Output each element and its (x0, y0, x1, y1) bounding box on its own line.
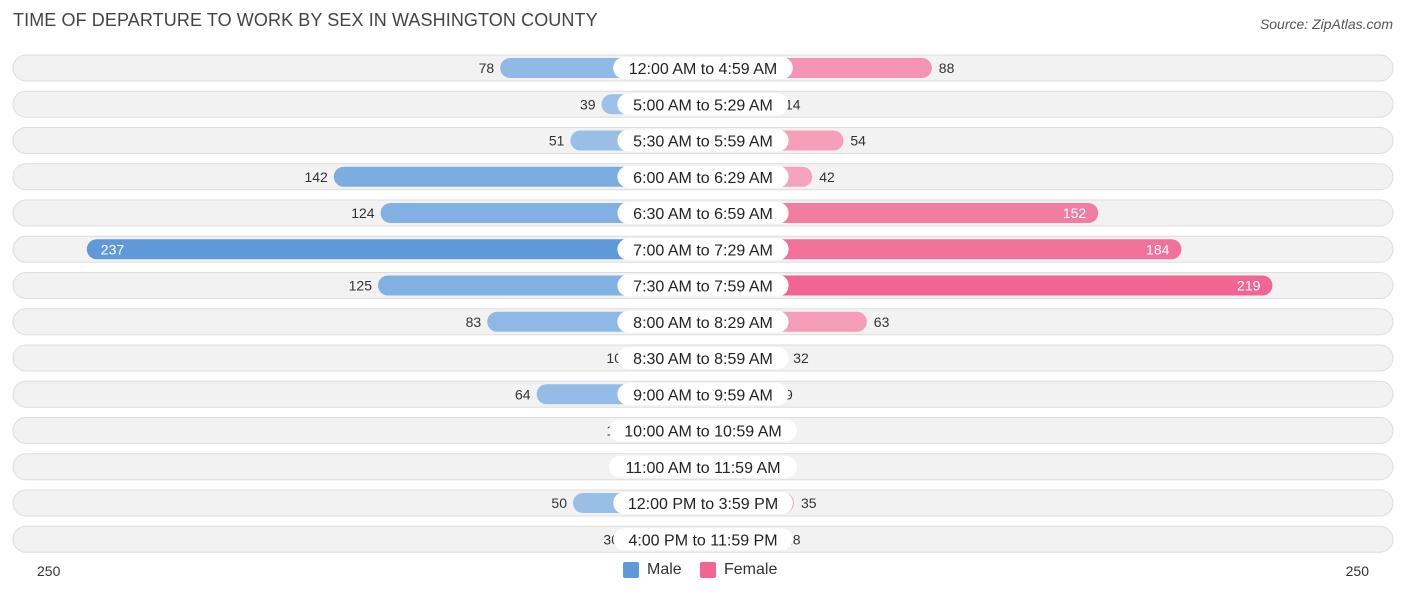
value-label-male: 124 (351, 205, 375, 221)
legend-item-female[interactable]: Female (700, 561, 777, 579)
category-label: 11:00 AM to 11:59 AM (625, 460, 780, 477)
legend-swatch-male (623, 562, 639, 578)
value-label-male: 39 (580, 96, 596, 112)
category-pill (617, 202, 789, 224)
value-label-male: 50 (551, 495, 567, 511)
category-pill (613, 57, 793, 79)
value-label-female: 219 (1237, 278, 1261, 294)
bar-female[interactable] (703, 275, 1273, 296)
category-pill (613, 528, 793, 551)
bar-male[interactable] (333, 166, 703, 187)
value-label-female: 88 (939, 60, 955, 76)
category-label: 12:00 AM to 4:59 AM (629, 61, 778, 78)
value-label-female: 14 (785, 96, 801, 112)
category-label: 10:00 AM to 10:59 AM (624, 424, 781, 441)
legend: Male Female (0, 561, 1406, 581)
category-label: 5:30 AM to 5:59 AM (633, 134, 773, 151)
category-pill (613, 492, 793, 514)
category-label: 5:00 AM to 5:29 AM (633, 97, 773, 114)
value-label-female: 9 (785, 386, 793, 402)
value-label-female: 35 (801, 495, 817, 511)
legend-item-male[interactable]: Male (623, 561, 682, 579)
category-pill (617, 347, 789, 369)
value-label-female: 54 (850, 133, 866, 149)
value-label-male: 237 (101, 241, 125, 257)
category-label: 9:00 AM to 9:59 AM (633, 387, 773, 404)
bar-male[interactable] (86, 239, 704, 260)
category-label: 7:00 AM to 7:29 AM (633, 242, 773, 259)
category-pill (617, 93, 789, 116)
source-label: Source: ZipAtlas.com (1259, 16, 1393, 32)
category-pill (609, 419, 797, 442)
value-label-male: 125 (349, 278, 373, 294)
value-label-male: 83 (466, 314, 482, 330)
legend-label-male: Male (647, 561, 682, 578)
category-pill (617, 129, 789, 152)
category-pill (617, 274, 789, 297)
value-label-male: 142 (304, 169, 328, 185)
category-pill (617, 165, 789, 188)
value-label-female: 184 (1146, 241, 1170, 257)
category-pill (617, 238, 789, 261)
category-label: 4:00 PM to 11:59 PM (628, 532, 777, 549)
category-pill (617, 310, 789, 333)
value-label-female: 152 (1063, 205, 1087, 221)
value-label-male: 78 (479, 60, 495, 76)
value-label-female: 42 (819, 169, 835, 185)
value-label-female: 32 (793, 350, 809, 366)
category-label: 7:30 AM to 7:59 AM (633, 279, 773, 296)
category-label: 8:30 AM to 8:59 AM (633, 351, 773, 368)
value-label-male: 51 (549, 133, 565, 149)
category-pill (609, 455, 797, 478)
bar-female[interactable] (703, 239, 1182, 260)
value-label-male: 64 (515, 386, 531, 402)
axis-label-right: 250 (1346, 563, 1370, 579)
legend-label-female: Female (724, 561, 778, 578)
category-label: 6:00 AM to 6:29 AM (633, 170, 773, 187)
chart-title: TIME OF DEPARTURE TO WORK BY SEX IN WASH… (13, 10, 598, 30)
category-label: 6:30 AM to 6:59 AM (633, 206, 773, 223)
axis-label-left: 250 (37, 563, 61, 579)
value-label-female: 63 (874, 314, 890, 330)
legend-swatch-female (700, 562, 716, 578)
category-label: 8:00 AM to 8:29 AM (633, 315, 773, 332)
bar-female[interactable] (703, 203, 1099, 223)
category-pill (617, 383, 789, 406)
category-label: 12:00 PM to 3:59 PM (628, 496, 778, 513)
